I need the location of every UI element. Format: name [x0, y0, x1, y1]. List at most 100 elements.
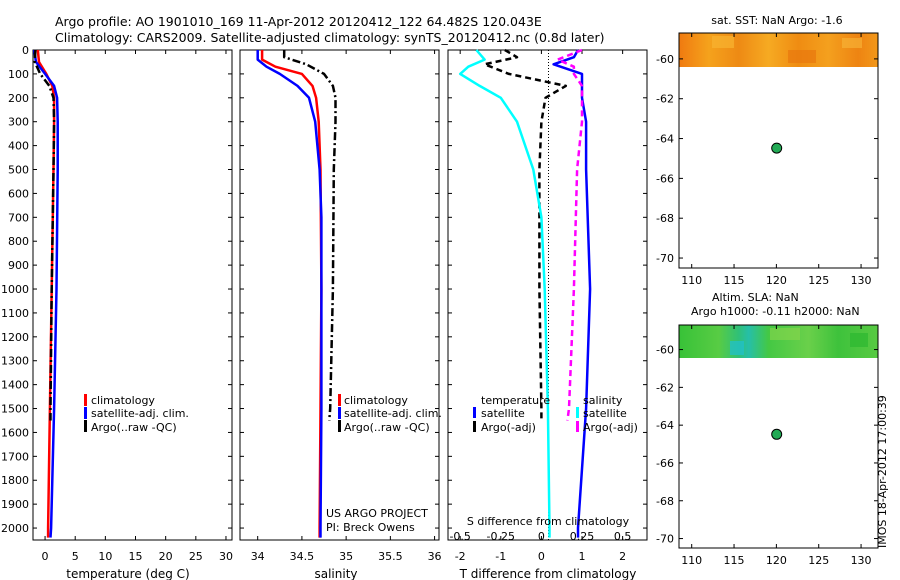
- depth-tick-label: 1200: [1, 331, 29, 344]
- lat-tick-label: -68: [656, 495, 674, 508]
- s-tick-label: 0.5: [614, 530, 632, 543]
- series-line-t-satellite: [552, 49, 592, 538]
- series-line-t-argo-adj-: [483, 48, 568, 421]
- sst-texture-patch: [842, 38, 862, 48]
- x-tick-label: 25: [189, 550, 203, 563]
- sla-texture-patch: [770, 328, 800, 340]
- sst-texture-patch: [712, 36, 734, 48]
- x-tick-label: -2: [455, 550, 466, 563]
- legend-swatch-s-satellite: [576, 407, 579, 418]
- legend-label-argo: Argo(..raw -QC): [344, 421, 430, 434]
- temperature-legend: climatology satellite-adj. clim. Argo(..…: [84, 394, 189, 434]
- axes-frame: [447, 49, 648, 541]
- temperature-axes: 0100200300400500600700800900100011001200…: [1, 44, 233, 563]
- lon-tick-label: 130: [851, 554, 872, 567]
- depth-tick-label: 1700: [1, 450, 29, 463]
- series-line-s-satellite: [458, 49, 551, 538]
- lon-tick-label: 110: [681, 554, 702, 567]
- lon-tick-label: 125: [808, 554, 829, 567]
- map-frame: [678, 32, 879, 269]
- depth-tick-label: 800: [8, 235, 29, 248]
- x-tick-label: 2: [619, 550, 626, 563]
- s-difference-label: S difference from climatology: [467, 515, 630, 528]
- x-tick-label: 35: [339, 550, 353, 563]
- x-tick-label: 10: [98, 550, 112, 563]
- figure-title-line2: Climatology: CARS2009. Satellite-adjuste…: [55, 30, 605, 45]
- x-tick-label: 35.5: [378, 550, 403, 563]
- difference-legend: temperature satellite Argo(-adj) salinit…: [473, 394, 638, 434]
- sla-texture-patch: [730, 341, 744, 355]
- x-tick-label: 0: [538, 550, 545, 563]
- t-difference-xlabel: T difference from climatology: [459, 567, 637, 580]
- depth-tick-label: 1400: [1, 379, 29, 392]
- sla-map-title-line2: Argo h1000: -0.11 h2000: NaN: [691, 305, 860, 318]
- salinity-xlabel: salinity: [314, 567, 357, 580]
- sst-map-panel: sat. SST: NaN Argo: -1.6 -60 -62 -64 -66 -68…: [656, 14, 879, 287]
- legend-title-temperature: temperature: [481, 394, 550, 407]
- depth-tick-label: 1100: [1, 307, 29, 320]
- sla-map-axes: -60 -62 -64 -66 -68 -70 110 115 120 125 130: [656, 324, 879, 567]
- depth-tick-label: 200: [8, 92, 29, 105]
- series-line-climatology: [260, 50, 323, 538]
- lat-tick-label: -70: [656, 252, 674, 265]
- depth-tick-label: 400: [8, 140, 29, 153]
- legend-label-t-satellite: satellite: [481, 407, 525, 420]
- x-tick-label: 5: [72, 550, 79, 563]
- x-tick-label: 30: [219, 550, 233, 563]
- temperature-panel: 0100200300400500600700800900100011001200…: [1, 44, 233, 580]
- depth-tick-label: 1000: [1, 283, 29, 296]
- s-tick-label: -0.25: [487, 530, 515, 543]
- difference-axes: -2 -1 0 1 2 -0.5 -0.25 0 0.25 0.5: [447, 49, 648, 563]
- salinity-axes: 34 34.5 35 35.5 36: [239, 49, 442, 563]
- sst-map-axes: -60 -62 -64 -66 -68 -70 110 115 120 125 130: [656, 32, 879, 287]
- lat-tick-label: -62: [656, 93, 674, 106]
- map-frame: [678, 324, 879, 549]
- depth-tick-label: 100: [8, 68, 29, 81]
- s-tick-label: -0.5: [449, 530, 470, 543]
- legend-label-satellite: satellite-adj. clim.: [91, 407, 189, 420]
- depth-tick-label: 2000: [1, 522, 29, 535]
- lat-tick-label: -64: [656, 419, 674, 432]
- project-annotation: US ARGO PROJECT: [326, 507, 428, 520]
- lat-tick-label: -60: [656, 53, 674, 66]
- depth-tick-label: 1800: [1, 474, 29, 487]
- lat-tick-label: -66: [656, 457, 674, 470]
- series-line-satellite-adj-clim-: [32, 49, 59, 538]
- depth-tick-label: 700: [8, 211, 29, 224]
- series-line-satellite-adj-clim-: [256, 50, 323, 538]
- depth-tick-label: 900: [8, 259, 29, 272]
- legend-swatch-t-argo: [473, 421, 476, 432]
- x-tick-label: 34.5: [290, 550, 315, 563]
- lon-tick-label: 115: [724, 274, 745, 287]
- x-tick-label: 0: [42, 550, 49, 563]
- legend-swatch-argo: [338, 420, 341, 432]
- lon-tick-label: 115: [724, 554, 745, 567]
- argo-position-marker: [771, 142, 783, 154]
- legend-swatch-satellite: [338, 407, 341, 419]
- salinity-lines: [256, 50, 337, 538]
- legend-swatch-s-argo: [576, 421, 579, 432]
- legend-swatch-climatology: [84, 394, 87, 406]
- s-tick-label: 0: [538, 530, 545, 543]
- axes-frame: [239, 49, 440, 541]
- x-tick-label: 36: [428, 550, 442, 563]
- legend-label-satellite: satellite-adj. clim.: [344, 407, 442, 420]
- legend-label-t-argo: Argo(-adj): [481, 421, 536, 434]
- lat-tick-label: -68: [656, 212, 674, 225]
- difference-lines: [458, 48, 592, 538]
- depth-tick-label: 500: [8, 164, 29, 177]
- lat-tick-label: -70: [656, 533, 674, 546]
- lon-tick-label: 120: [766, 274, 787, 287]
- difference-panel: -2 -1 0 1 2 -0.5 -0.25 0 0.25 0.5 S difference fr…: [447, 48, 648, 580]
- x-tick-label: 15: [129, 550, 143, 563]
- legend-swatch-satellite: [84, 407, 87, 419]
- depth-tick-label: 600: [8, 187, 29, 200]
- legend-label-climatology: climatology: [344, 394, 408, 407]
- depth-tick-label: 0: [22, 44, 29, 57]
- axes-frame: [32, 49, 233, 541]
- legend-label-s-satellite: satellite: [583, 407, 627, 420]
- temperature-xlabel: temperature (deg C): [66, 567, 189, 580]
- sla-texture-patch: [850, 333, 868, 347]
- lat-tick-label: -62: [656, 381, 674, 394]
